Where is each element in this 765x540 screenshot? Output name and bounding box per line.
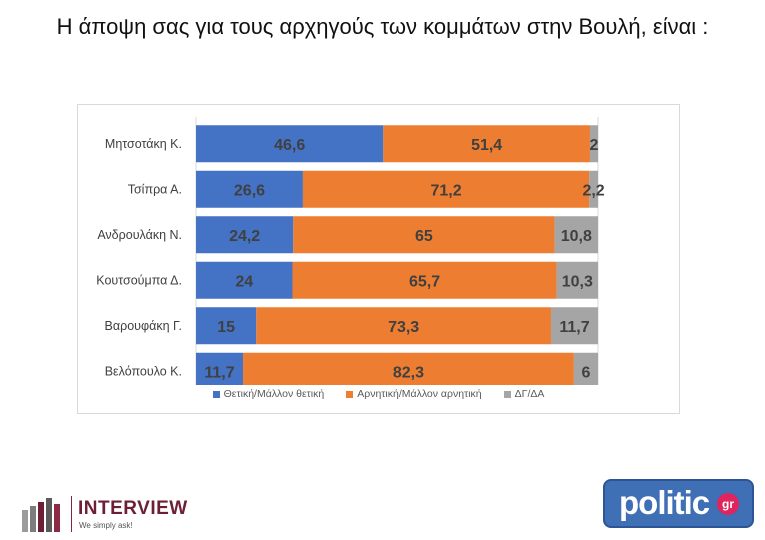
interview-logo: INTERVIEW We simply ask!	[22, 494, 197, 534]
legend-label: Αρνητική/Μάλλον αρνητική	[357, 388, 482, 400]
bar-segment	[196, 352, 244, 385]
category-label: Βαρουφάκη Γ.	[105, 319, 182, 333]
data-label: 65	[415, 228, 433, 245]
bar-segment	[302, 170, 590, 208]
data-label: 15	[217, 319, 235, 336]
chart-legend: Θετική/Μάλλον θετική Αρνητική/Μάλλον αρνη…	[78, 388, 679, 400]
bar-segment	[243, 352, 574, 385]
bar-segment	[196, 307, 257, 345]
legend-item: ΔΓ/ΔΑ	[503, 388, 545, 400]
bar-segment	[554, 216, 598, 254]
data-label: 2,2	[582, 182, 604, 199]
interview-wordmark: INTERVIEW	[78, 498, 188, 519]
data-label: 24	[235, 273, 253, 290]
bar-segment	[256, 307, 551, 345]
bar-segment	[556, 261, 598, 299]
interview-tagline: We simply ask!	[79, 521, 133, 530]
logo-divider	[71, 496, 72, 532]
data-label: 11,7	[204, 364, 234, 381]
politic-gr-badge: gr	[717, 493, 739, 515]
category-label: Μητσοτάκη Κ.	[105, 137, 182, 151]
data-label: 65,7	[409, 273, 440, 290]
category-label: Ανδρουλάκη Ν.	[97, 228, 182, 242]
politic-wordmark: politic	[619, 484, 710, 521]
legend-label: Θετική/Μάλλον θετική	[223, 388, 325, 400]
data-label: 10,3	[562, 273, 593, 290]
bar-segment	[196, 216, 294, 254]
bar-segment	[196, 170, 303, 208]
legend-swatch	[346, 390, 354, 398]
bar-segment	[589, 170, 598, 208]
interview-bars-icon	[22, 498, 60, 532]
legend-swatch	[212, 390, 220, 398]
legend-item: Αρνητική/Μάλλον αρνητική	[346, 388, 482, 400]
legend-swatch	[503, 390, 511, 398]
bar-segment	[589, 125, 598, 163]
legend-label: ΔΓ/ΔΑ	[514, 388, 545, 400]
category-label: Τσίπρα Α.	[128, 182, 182, 196]
data-label: 51,4	[471, 137, 502, 154]
data-label: 6	[581, 364, 590, 381]
bar-segment	[196, 125, 384, 163]
data-label: 11,7	[559, 319, 589, 336]
data-label: 73,3	[388, 319, 419, 336]
category-label: Βελόπουλο Κ.	[105, 364, 182, 378]
politic-logo: politic gr	[603, 479, 754, 528]
data-label: 46,6	[274, 137, 305, 154]
chart-title: Η άποψη σας για τους αρχηγούς των κομμάτ…	[56, 14, 709, 39]
data-label: 26,6	[234, 182, 265, 199]
category-label: Κουτσούμπα Δ.	[96, 273, 182, 287]
data-label: 82,3	[393, 364, 424, 381]
bar-segment	[293, 216, 555, 254]
bar-segment	[573, 352, 598, 385]
legend-item: Θετική/Μάλλον θετική	[212, 388, 325, 400]
chart-area: Μητσοτάκη Κ. 46,6 51,4 2 Τσίπρα Α. 26,6 71,2 2,…	[77, 104, 680, 414]
data-label: 71,2	[430, 182, 461, 199]
data-label: 2	[590, 137, 599, 154]
data-label: 24,2	[229, 228, 260, 245]
bar-segment	[383, 125, 590, 163]
data-label: 10,8	[561, 228, 592, 245]
bar-segment	[196, 261, 293, 299]
bar-segment	[292, 261, 557, 299]
bar-segment	[550, 307, 598, 345]
stacked-bar-chart: Μητσοτάκη Κ. 46,6 51,4 2 Τσίπρα Α. 26,6 71,2 2,…	[96, 117, 605, 385]
